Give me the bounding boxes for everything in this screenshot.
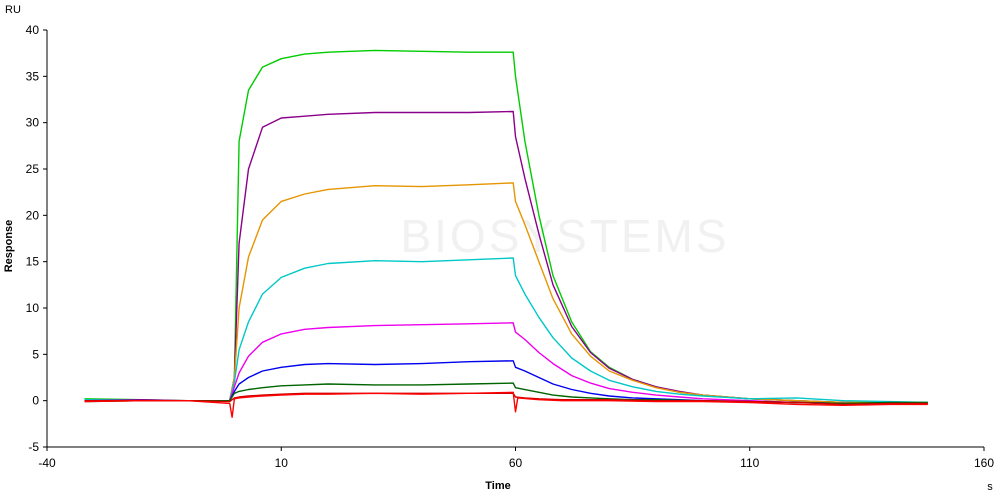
x-tick-label: 60 [509, 456, 523, 470]
series-line-3 [84, 182, 928, 405]
y-tick-label: 40 [26, 23, 40, 37]
x-axis-title: Time [485, 480, 510, 492]
series-line-9 [84, 391, 928, 418]
y-tick-label: 30 [26, 116, 40, 130]
x-tick-label: -40 [38, 456, 56, 470]
watermark: BIOSYSTEMS [400, 210, 729, 262]
x-tick-label: 10 [275, 456, 289, 470]
y-tick-label: -5 [28, 440, 39, 454]
y-tick-label: 5 [32, 347, 39, 361]
watermark-text: BIOSYSTEMS [400, 210, 729, 262]
y-ticks: -5 0 5 10 15 20 25 30 35 40 [26, 23, 47, 454]
y-tick-label: 0 [32, 394, 39, 408]
series-line-5 [84, 322, 928, 405]
y-tick-label: 10 [26, 301, 40, 315]
series-line-6 [84, 360, 928, 405]
series-group [84, 49, 928, 418]
x-tick-label: 110 [740, 456, 759, 470]
y-tick-label: 35 [26, 69, 40, 83]
series-line-4 [84, 257, 928, 404]
x-unit-label: s [987, 481, 993, 493]
y-tick-label: 20 [26, 208, 40, 222]
y-unit-label: RU [5, 4, 21, 16]
y-tick-label: 25 [26, 162, 40, 176]
x-ticks: -40 10 60 110 160 [38, 447, 994, 470]
y-tick-label: 15 [26, 255, 40, 269]
y-axis-title: Response [3, 220, 15, 273]
x-tick-label: 160 [974, 456, 994, 470]
